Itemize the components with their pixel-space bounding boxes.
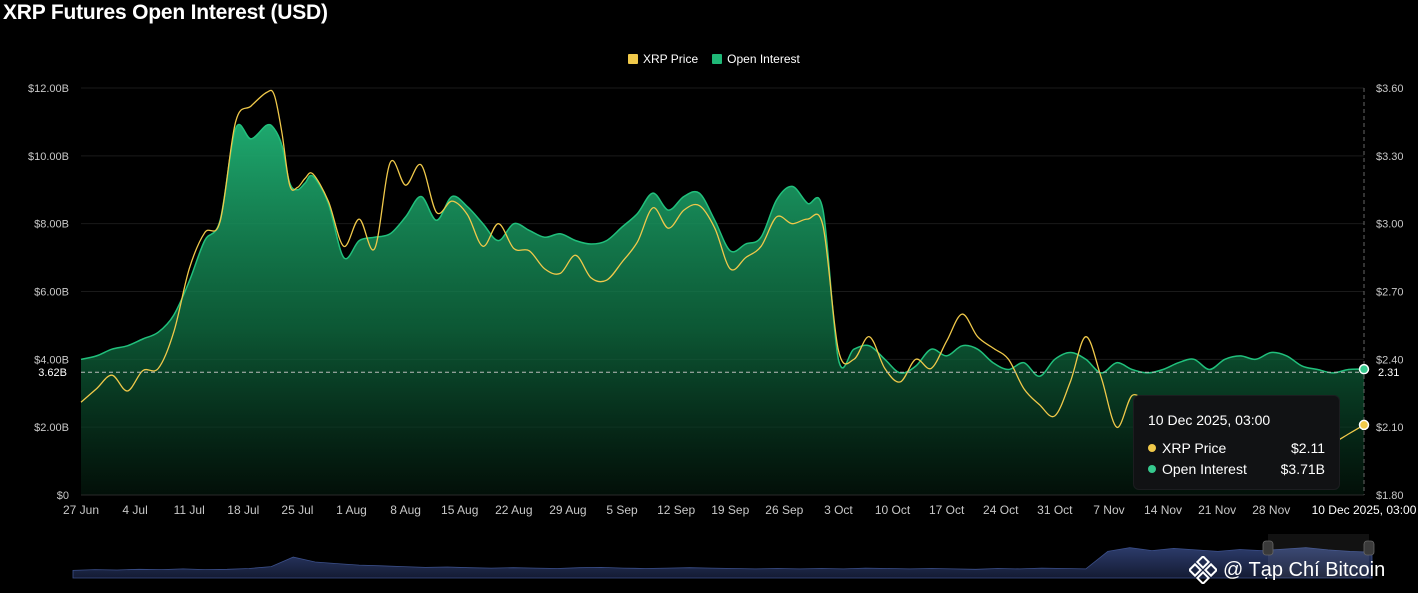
x-tick-label: 26 Sep	[765, 503, 803, 517]
crosshair-right-label: 2.31	[1378, 367, 1399, 379]
y-right-tick-label: $2.70	[1376, 287, 1404, 299]
x-tick-label: 19 Sep	[711, 503, 749, 517]
y-right-tick-label: $3.30	[1376, 151, 1404, 163]
y-left-tick-label: $10.00B	[28, 151, 69, 163]
y-left-tick-label: $8.00B	[34, 219, 69, 231]
open-interest-area-fill	[81, 124, 1364, 496]
tooltip-value-open-interest: $3.71B	[1280, 461, 1325, 477]
y-left-tick-label: $6.00B	[34, 287, 69, 299]
x-tick-label: 25 Jul	[281, 503, 313, 517]
crosshair-left-label: 3.62B	[38, 367, 67, 379]
tooltip-time: 10 Dec 2025, 03:00	[1148, 412, 1271, 428]
y-right-tick-label: $3.60	[1376, 83, 1404, 95]
x-tick-label: 8 Aug	[390, 503, 421, 517]
x-tick-label: 4 Jul	[122, 503, 147, 517]
tooltip-label-xrp-price: XRP Price	[1162, 440, 1227, 456]
legend-item-open-interest[interactable]: Open Interest	[712, 52, 800, 66]
x-tick-label: 12 Sep	[657, 503, 695, 517]
xrp-price-hover-dot	[1358, 419, 1370, 431]
legend-item-xrp-price[interactable]: XRP Price	[628, 52, 698, 66]
x-tick-label: 22 Aug	[495, 503, 532, 517]
watermark-text: @ Tạp Chí Bitcoin	[1223, 558, 1386, 581]
navigator-left-handle[interactable]	[1262, 540, 1274, 556]
x-tick-label: 1 Aug	[336, 503, 367, 517]
x-tick-label: 21 Nov	[1198, 503, 1236, 517]
tooltip-dot-xrp-price	[1148, 444, 1156, 452]
x-axis: 27 Jun 4 Jul 11 Jul 18 Jul 25 Jul 1 Aug 8 Aug 1…	[63, 494, 1417, 517]
tooltip-label-open-interest: Open Interest	[1162, 461, 1247, 477]
x-tick-label: 27 Jun	[63, 503, 99, 517]
binance-diamond-icon	[1189, 556, 1217, 584]
x-tick-label: 18 Jul	[227, 503, 259, 517]
chart-title: XRP Futures Open Interest (USD)	[3, 1, 328, 24]
y-right-tick-label: $2.10	[1376, 422, 1404, 434]
x-tick-label: 15 Aug	[441, 503, 478, 517]
tooltip-row-open-interest: Open Interest $3.71B	[1148, 461, 1325, 477]
legend-label-xrp-price: XRP Price	[643, 52, 699, 66]
x-tick-label: 24 Oct	[983, 503, 1019, 517]
right-y-axis: $1.80 $2.10 $2.40 $2.70 $3.00 $3.30 $3.60	[1363, 83, 1404, 502]
y-left-tick-label: $12.00B	[28, 83, 69, 95]
legend: XRP Price Open Interest	[628, 52, 800, 66]
y-right-tick-label: $1.80	[1376, 490, 1404, 502]
x-tick-label: 3 Oct	[824, 503, 853, 517]
x-tick-label: 11 Jul	[174, 503, 205, 517]
x-tick-label: 29 Aug	[549, 503, 586, 517]
x-tick-label: 17 Oct	[929, 503, 965, 517]
legend-swatch-xrp-price	[628, 54, 638, 64]
tooltip: 10 Dec 2025, 03:00 XRP Price $2.11 Open …	[1133, 395, 1340, 490]
x-tick-label: 7 Nov	[1093, 503, 1124, 517]
navigator-selection[interactable]	[1268, 534, 1369, 578]
y-left-tick-label: $2.00B	[34, 422, 69, 434]
x-tick-label: 31 Oct	[1037, 503, 1073, 517]
legend-label-open-interest: Open Interest	[727, 52, 800, 66]
y-right-tick-label: $2.40	[1376, 354, 1404, 366]
x-tick-label: 14 Nov	[1144, 503, 1182, 517]
x-crosshair-label: 10 Dec 2025, 03:00	[1312, 503, 1417, 517]
tooltip-row-xrp-price: XRP Price $2.11	[1148, 440, 1325, 456]
y-right-tick-label: $3.00	[1376, 219, 1404, 231]
legend-swatch-open-interest	[712, 54, 723, 64]
y-left-tick-label: $0	[57, 490, 69, 502]
navigator-series	[72, 547, 1373, 579]
range-navigator[interactable]	[72, 534, 1375, 579]
navigator-right-handle[interactable]	[1363, 540, 1375, 556]
open-interest-hover-dot	[1358, 363, 1370, 375]
x-tick-label: 28 Nov	[1252, 503, 1290, 517]
tooltip-dot-open-interest	[1148, 465, 1156, 473]
left-y-axis: $0 $2.00B $4.00B $6.00B $8.00B $10.00B $12.00B	[28, 83, 69, 502]
crosshair: 3.62B 2.31	[38, 363, 1399, 431]
watermark: @ Tạp Chí Bitcoin	[1189, 556, 1385, 584]
x-tick-label: 5 Sep	[606, 503, 638, 517]
x-tick-label: 10 Oct	[875, 503, 911, 517]
y-left-tick-label: $4.00B	[34, 354, 69, 366]
tooltip-value-xrp-price: $2.11	[1291, 440, 1325, 456]
